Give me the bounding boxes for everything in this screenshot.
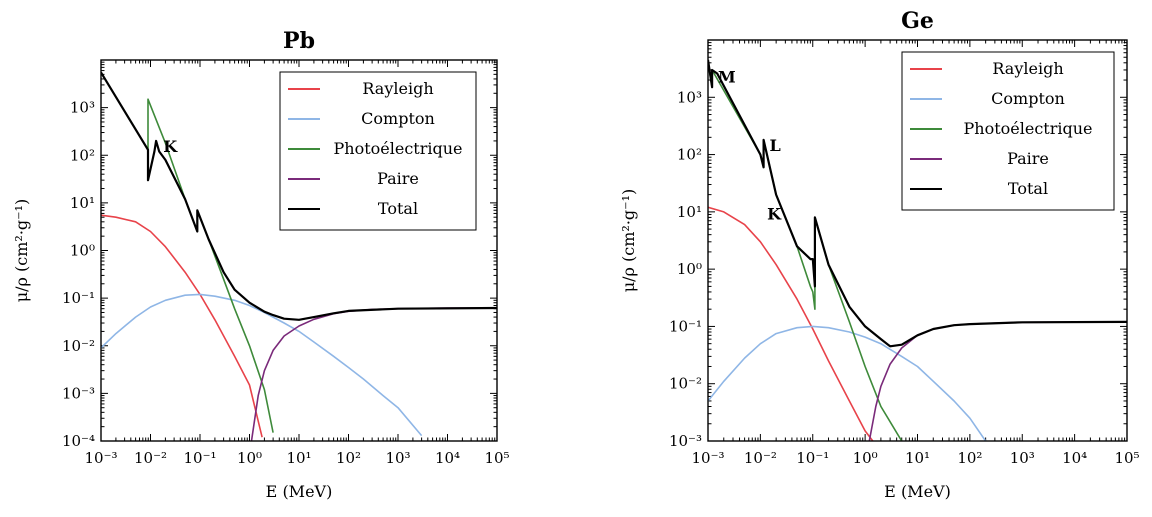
edge-label: K: [163, 137, 178, 156]
plot-frame: [707, 39, 1128, 442]
y-tick-label: 10⁻¹: [62, 289, 95, 307]
plot-frame: [100, 59, 498, 442]
y-tick-label: 10²: [677, 146, 702, 164]
x-tick-label: 10³: [1010, 449, 1035, 467]
chart-ge: Ge 10⁻³ 10⁻² 10⁻¹ 10⁰ 10¹ 10² 10³ 10⁴ 10⁵ 10⁻³ 10⁻²…: [619, 8, 1140, 501]
x-tick-label: 10⁵: [484, 449, 509, 467]
series-compton: [708, 325, 987, 441]
series-rayleigh: [708, 206, 874, 441]
legend-box: [279, 71, 477, 231]
chart-title: Pb: [283, 28, 315, 54]
legend-label: Total: [1008, 179, 1048, 198]
x-tick-label: 10⁻²: [134, 449, 167, 467]
y-tick-label: 10⁻¹: [669, 317, 702, 335]
y-axis-label: μ/ρ (cm²·g⁻¹): [12, 199, 31, 303]
series-paire: [250, 307, 497, 441]
edge-label: L: [769, 136, 780, 155]
series-photoelectrique: [708, 62, 903, 441]
x-tick-label: 10⁰: [237, 449, 262, 467]
x-tick-label: 10⁻³: [84, 449, 117, 467]
legend-label: Rayleigh: [992, 59, 1063, 78]
x-tick-label: 10⁻³: [691, 449, 724, 467]
edge-label: M: [718, 68, 736, 87]
y-tick-label: 10¹: [677, 203, 702, 221]
y-tick-label: 10⁰: [70, 242, 95, 260]
x-tick-label: 10⁻¹: [796, 449, 829, 467]
legend-label: Rayleigh: [362, 79, 433, 98]
y-tick-label: 10⁻³: [669, 432, 702, 450]
x-tick-label: 10⁵: [1114, 449, 1139, 467]
chart-title: Ge: [901, 8, 934, 34]
series-total: [708, 59, 1127, 348]
x-tick-label: 10²: [336, 449, 361, 467]
y-tick-label: 10²: [70, 146, 95, 164]
edge-label: K: [767, 204, 782, 223]
x-tick-label: 10¹: [286, 449, 311, 467]
legend: Rayleigh Compton Photoélectrique Paire Total: [279, 71, 477, 231]
y-axis-label: μ/ρ (cm²·g⁻¹): [619, 189, 638, 293]
x-tick-label: 10⁴: [435, 449, 460, 467]
series-rayleigh: [101, 214, 263, 438]
x-tick-label: 10⁻²: [744, 449, 777, 467]
legend-label: Total: [378, 199, 418, 218]
y-tick-label: 10⁻²: [669, 375, 702, 393]
x-tick-label: 10¹: [905, 449, 930, 467]
series-photoelectrique: [101, 71, 274, 433]
y-tick-label: 10³: [677, 88, 702, 106]
y-tick-label: 10³: [70, 99, 95, 117]
x-tick-label: 10⁴: [1062, 449, 1087, 467]
x-tick-label: 10⁻¹: [183, 449, 216, 467]
y-tick-label: 10⁻³: [62, 384, 95, 402]
legend: Rayleigh Compton Photoélectrique Paire Total: [901, 51, 1115, 211]
x-tick-label: 10⁰: [853, 449, 878, 467]
series-total: [101, 71, 497, 321]
x-tick-label: 10³: [385, 449, 410, 467]
legend-label: Compton: [991, 89, 1065, 108]
x-tick-label: 10²: [957, 449, 982, 467]
series-compton: [101, 293, 423, 437]
legend-label: Photoélectrique: [964, 119, 1093, 138]
y-tick-label: 10⁻²: [62, 337, 95, 355]
legend-label: Compton: [361, 109, 435, 128]
x-axis-label: E (MeV): [266, 482, 333, 501]
x-axis-label: E (MeV): [884, 482, 951, 501]
y-tick-label: 10⁻⁴: [62, 432, 95, 450]
legend-label: Photoélectrique: [334, 139, 463, 158]
legend-label: Paire: [377, 169, 419, 188]
y-tick-label: 10⁰: [677, 260, 702, 278]
y-tick-label: 10¹: [70, 194, 95, 212]
legend-box: [901, 51, 1115, 211]
legend-label: Paire: [1007, 149, 1049, 168]
